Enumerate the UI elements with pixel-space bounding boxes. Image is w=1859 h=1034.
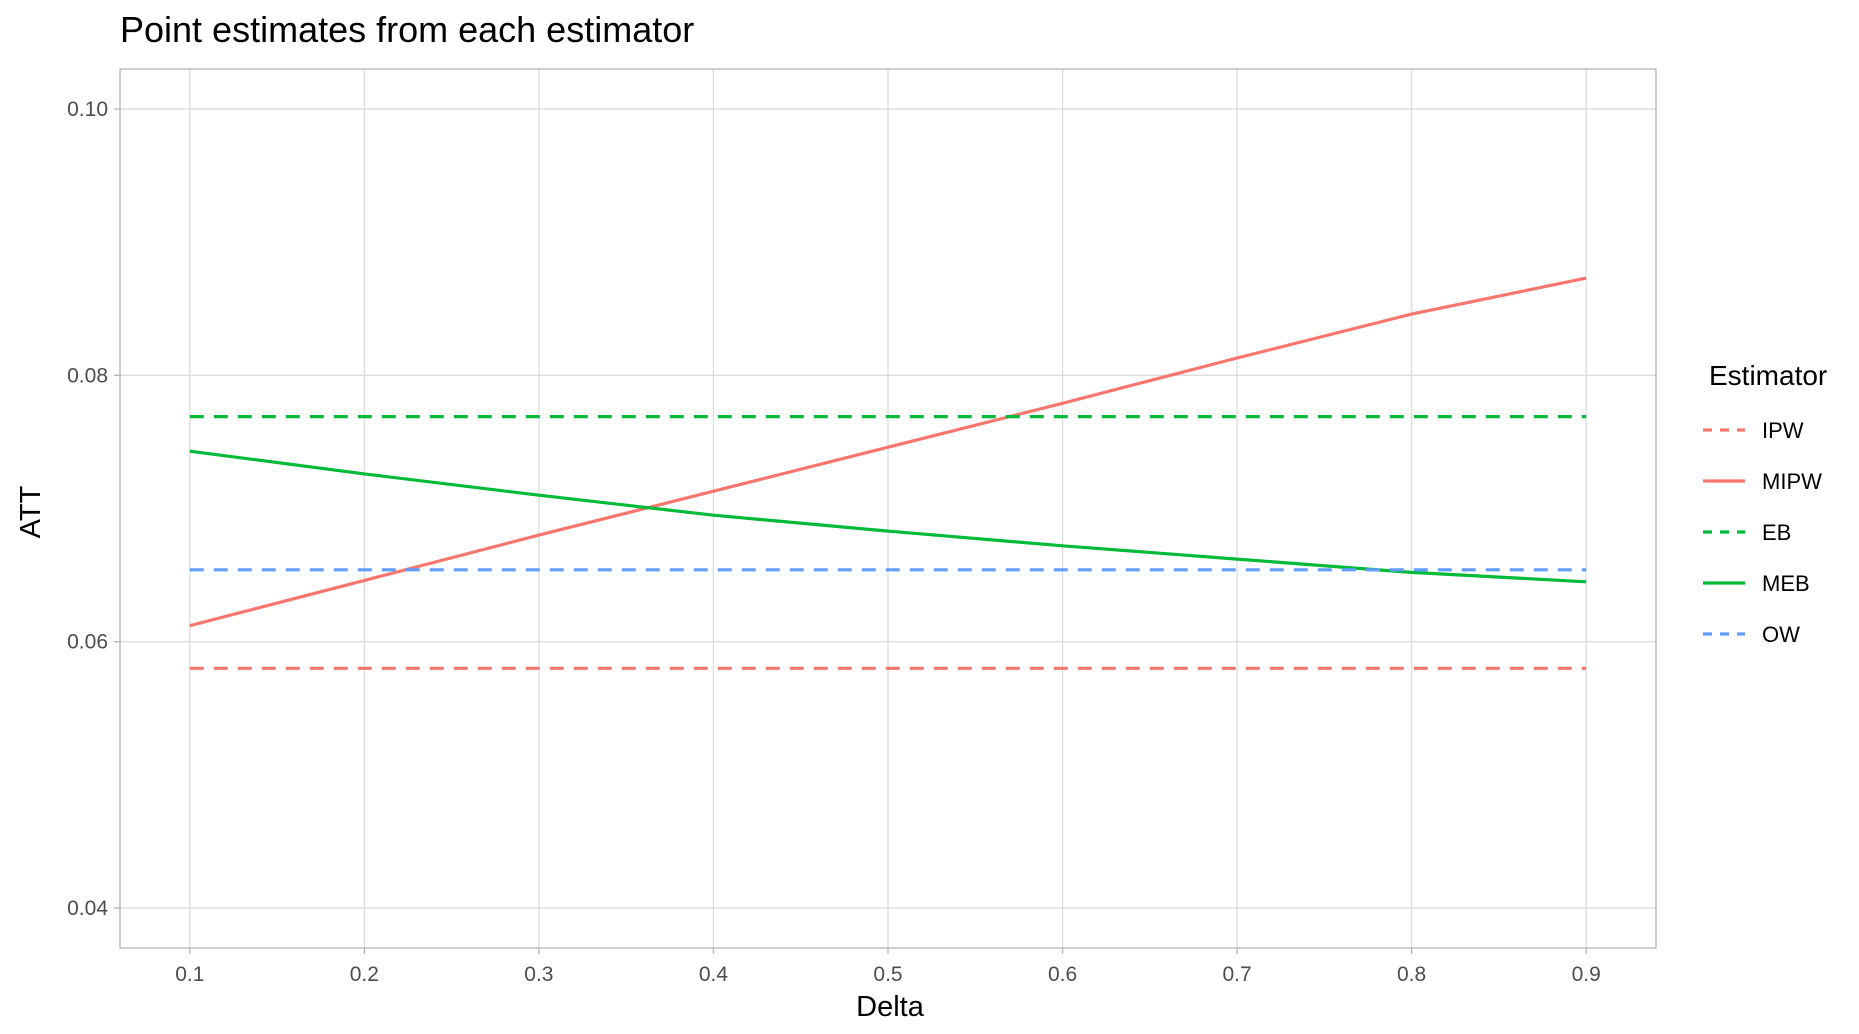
x-tick-label: 0.8 [1397, 963, 1426, 986]
x-tick-label: 0.3 [524, 963, 553, 986]
x-tick-label: 0.1 [175, 963, 204, 986]
x-tick-label: 0.6 [1048, 963, 1077, 986]
legend-label-ow: OW [1762, 622, 1800, 647]
x-tick-label: 0.7 [1222, 963, 1251, 986]
series-line-meb [189, 449, 1587, 584]
x-tick-label: 0.2 [350, 963, 379, 986]
x-tick-label: 0.5 [873, 963, 902, 986]
legend: Estimator IPW MIPW EB MEB OW [1703, 360, 1827, 647]
legend-label-mipw: MIPW [1762, 469, 1822, 494]
legend-title: Estimator [1709, 360, 1827, 391]
x-tick-label: 0.9 [1572, 963, 1601, 986]
grid-lines [120, 69, 1656, 948]
y-tick-label: 0.04 [67, 897, 108, 920]
x-axis-ticks: 0.1 0.2 0.3 0.4 0.5 0.6 0.7 0.8 0.9 [175, 948, 1601, 986]
x-tick-label: 0.4 [699, 963, 729, 986]
y-tick-label: 0.08 [67, 364, 108, 387]
series-line-mipw [189, 276, 1587, 628]
x-axis-title: Delta [856, 991, 925, 1023]
legend-items: IPW MIPW EB MEB OW [1703, 418, 1822, 647]
legend-label-eb: EB [1762, 520, 1791, 545]
y-tick-label: 0.10 [67, 98, 108, 121]
legend-label-meb: MEB [1762, 571, 1810, 596]
legend-label-ipw: IPW [1762, 418, 1804, 443]
series-lines [189, 276, 1587, 670]
y-axis-ticks: 0.04 0.06 0.08 0.10 [67, 98, 120, 920]
y-axis-title: ATT [15, 485, 47, 538]
chart-title: Point estimates from each estimator [120, 9, 694, 50]
y-tick-label: 0.06 [67, 631, 108, 654]
